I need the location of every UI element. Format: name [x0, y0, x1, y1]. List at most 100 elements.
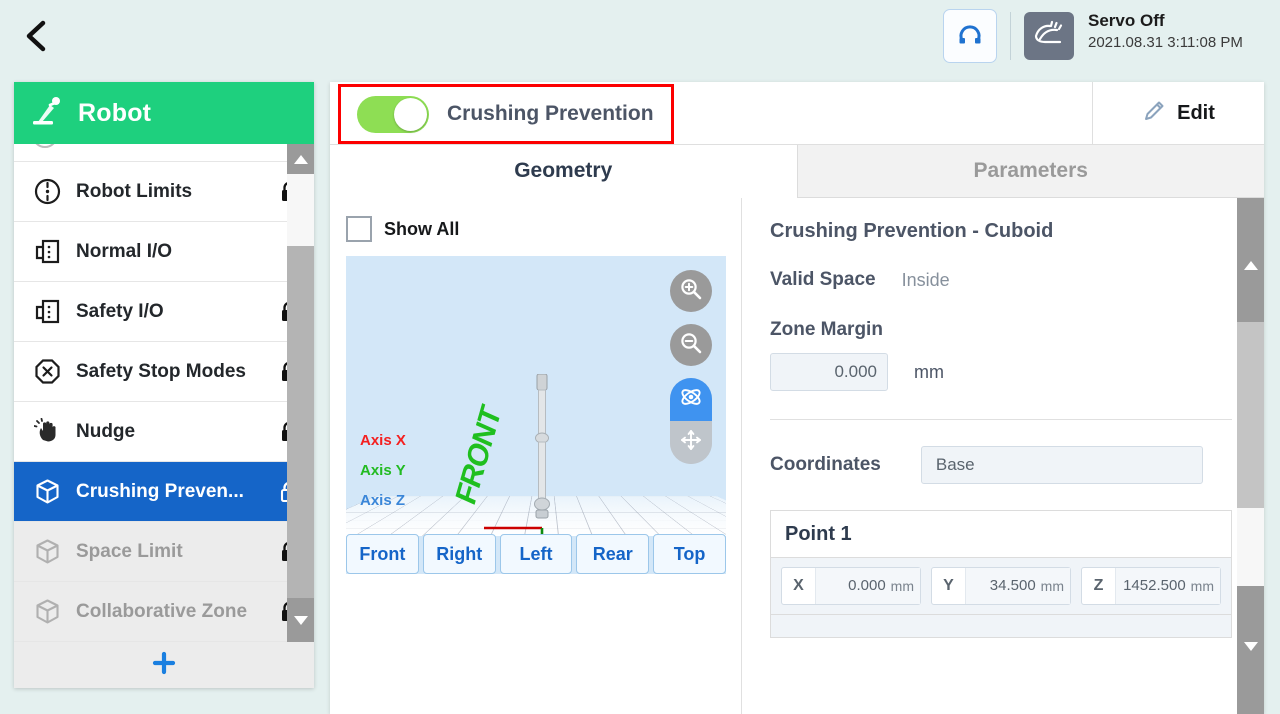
pan-button[interactable] — [670, 421, 712, 464]
scroll-track[interactable] — [287, 174, 314, 246]
top-divider — [1010, 12, 1011, 60]
main-panel: Crushing Prevention Edit Geometry Parame… — [330, 82, 1264, 714]
point-y-field[interactable]: Y 34.500 mm — [931, 567, 1071, 605]
sidebar-item-safety-io[interactable]: Safety I/O — [14, 282, 314, 342]
stop-circle-icon — [32, 358, 62, 385]
view-button-left[interactable]: Left — [499, 534, 573, 574]
partial-item-icon — [32, 144, 58, 148]
point-z-key: Z — [1082, 568, 1116, 604]
show-all-row[interactable]: Show All — [346, 212, 725, 246]
tab-geometry-label: Geometry — [514, 159, 613, 182]
sidebar-item-robot-limits[interactable]: Robot Limits — [14, 162, 314, 222]
point-title: Point 1 — [771, 511, 1231, 558]
view-button-front[interactable]: Front — [346, 534, 419, 574]
point-x-key: X — [782, 568, 816, 604]
servo-status-title: Servo Off — [1088, 11, 1165, 30]
tab-geometry[interactable]: Geometry — [330, 145, 797, 198]
zoom-in-button[interactable] — [670, 270, 712, 312]
point-z-field[interactable]: Z 1452.500 mm — [1081, 567, 1221, 605]
gripper-hand-icon — [1032, 20, 1066, 53]
nudge-hand-icon — [32, 418, 62, 445]
sidebar-item-label: Space Limit — [76, 540, 183, 562]
point-xyz-row: X 0.000 mm Y 34.500 mm Z 1452.500 mm — [771, 558, 1231, 615]
io-icon — [32, 298, 62, 325]
sidebar-item-label: Crushing Preven... — [76, 480, 244, 502]
zoom-out-button[interactable] — [670, 324, 712, 366]
point-card: Point 1 X 0.000 mm Y 34.500 mm — [770, 510, 1232, 638]
scroll-up-button[interactable] — [287, 144, 314, 174]
axis-x-label: Axis X — [360, 432, 406, 449]
details-scroll-up-button[interactable] — [1237, 198, 1264, 322]
section-divider — [770, 419, 1232, 420]
sidebar-item-normal-io[interactable]: Normal I/O — [14, 222, 314, 282]
point-x-value: 0.000 — [816, 568, 889, 604]
cube-icon — [32, 478, 62, 505]
add-item-button[interactable] — [14, 642, 314, 688]
sidebar-item-label: Robot Limits — [76, 180, 193, 202]
main-header: Crushing Prevention Edit — [330, 82, 1264, 145]
zone-margin-row: 0.000 mm — [770, 353, 1234, 391]
sidebar-header: Robot — [14, 82, 314, 144]
details-scroll-down-button[interactable] — [1237, 586, 1264, 714]
point-x-field[interactable]: X 0.000 mm — [781, 567, 921, 605]
triangle-up-icon — [1243, 261, 1258, 270]
sidebar: Robot Robot Limits — [14, 82, 314, 688]
tab-parameters-label: Parameters — [973, 159, 1088, 182]
sidebar-item-partial[interactable] — [14, 144, 314, 162]
scroll-thumb[interactable] — [287, 246, 314, 576]
tab-bar: Geometry Parameters — [330, 145, 1264, 198]
robot-model — [531, 373, 553, 536]
sidebar-item-collaborative-zone[interactable]: Collaborative Zone — [14, 582, 314, 642]
sidebar-item-label: Normal I/O — [76, 240, 173, 262]
show-all-label: Show All — [384, 218, 460, 239]
point-row-partial — [771, 615, 1231, 637]
valid-space-value: Inside — [901, 269, 950, 290]
point-z-value: 1452.500 — [1116, 568, 1189, 604]
io-icon — [32, 238, 62, 265]
cube-icon — [32, 538, 62, 565]
sidebar-item-crushing-prevention[interactable]: Crushing Preven... — [14, 462, 314, 522]
point-y-key: Y — [932, 568, 966, 604]
rotate-button[interactable] — [670, 378, 712, 421]
back-button[interactable] — [12, 12, 60, 60]
view-button-label: Front — [359, 543, 406, 564]
view-button-label: Left — [519, 543, 553, 564]
show-all-checkbox[interactable] — [346, 216, 372, 242]
view-button-label: Top — [673, 543, 706, 564]
view-preset-buttons: Front Right Left Rear Top — [346, 534, 726, 574]
view-button-right[interactable]: Right — [422, 534, 496, 574]
valid-space-row: Valid Space Inside — [770, 269, 1234, 291]
robot-3d-viewport[interactable]: FRONT Axis X Axis Y Axis Z — [346, 256, 726, 574]
point-x-unit: mm — [888, 568, 920, 604]
triangle-down-icon — [293, 615, 308, 625]
zone-margin-input[interactable]: 0.000 — [770, 353, 888, 391]
crushing-prevention-toggle[interactable] — [357, 95, 429, 133]
pencil-icon — [1142, 98, 1167, 128]
top-bar: Servo Off 2021.08.31 3:11:08 PM — [0, 0, 1280, 71]
sidebar-item-safety-stop-modes[interactable]: Safety Stop Modes — [14, 342, 314, 402]
toggle-knob — [394, 97, 427, 131]
view-button-rear[interactable]: Rear — [576, 534, 650, 574]
coordinates-select[interactable]: Base — [920, 446, 1203, 484]
tab-content: Show All — [330, 198, 1264, 714]
details-scrollbar[interactable] — [1237, 198, 1264, 714]
triangle-down-icon — [1243, 642, 1258, 651]
crushing-prevention-toggle-group[interactable]: Crushing Prevention — [338, 84, 674, 144]
edit-button[interactable]: Edit — [1092, 82, 1264, 144]
tab-parameters[interactable]: Parameters — [796, 145, 1264, 198]
triangle-up-icon — [293, 154, 308, 164]
details-scroll-track[interactable] — [1237, 508, 1264, 586]
robot-home-button[interactable] — [943, 9, 997, 63]
scroll-down-button[interactable] — [287, 598, 314, 642]
view-button-top[interactable]: Top — [653, 534, 726, 574]
zone-margin-unit: mm — [914, 361, 944, 382]
point-y-value: 34.500 — [966, 568, 1039, 604]
robot-arm-icon — [30, 96, 64, 131]
sidebar-scrollbar[interactable] — [287, 144, 314, 642]
details-scroll-thumb[interactable] — [1237, 322, 1264, 508]
sidebar-item-space-limit[interactable]: Space Limit — [14, 522, 314, 582]
front-floor-marker: FRONT — [450, 401, 508, 510]
sidebar-item-nudge[interactable]: Nudge — [14, 402, 314, 462]
robot-limits-icon — [32, 178, 62, 205]
